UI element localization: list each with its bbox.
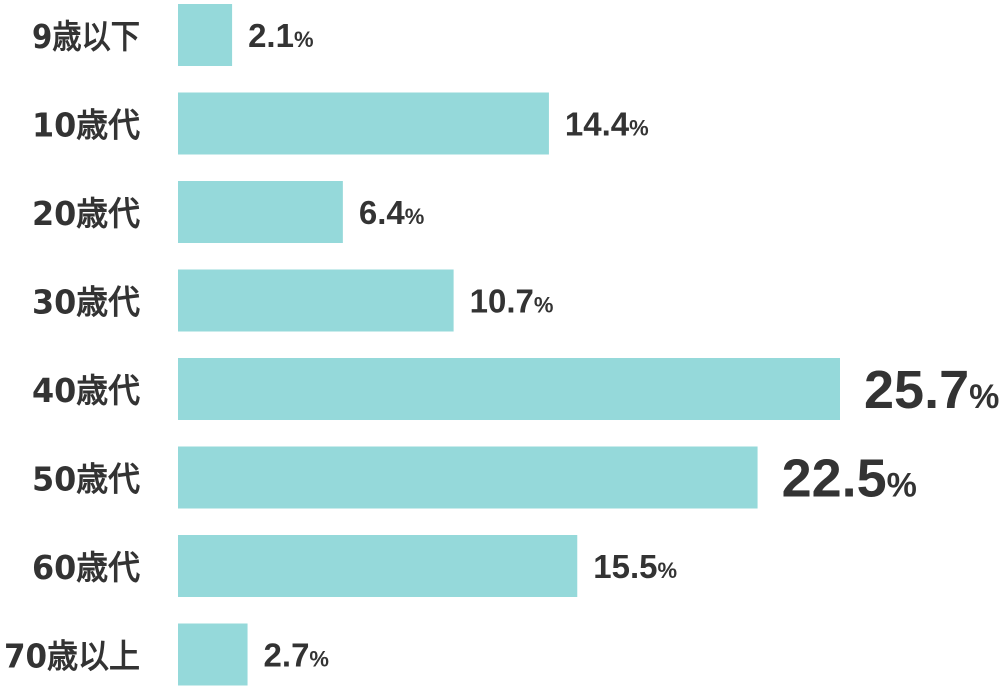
value-number: 2.7 <box>264 637 310 674</box>
bar-6 <box>178 446 758 509</box>
category-label: 50歳代 <box>32 460 140 499</box>
value-unit: % <box>405 204 425 229</box>
value-label: 10.7% <box>470 283 554 320</box>
value-number: 15.5 <box>593 548 657 585</box>
value-number: 22.5 <box>782 449 887 509</box>
category-label: 60歳代 <box>32 548 140 587</box>
bar-1 <box>178 4 233 66</box>
category-label: 20歳代 <box>32 194 140 233</box>
bar-7 <box>178 535 578 597</box>
bar-8 <box>178 623 248 686</box>
value-label: 2.7% <box>264 637 329 674</box>
value-number: 14.4 <box>565 106 630 143</box>
category-label: 9歳以下 <box>32 17 140 56</box>
value-label: 22.5% <box>782 449 917 509</box>
value-number: 6.4 <box>359 194 406 231</box>
category-label: 10歳代 <box>32 106 140 145</box>
category-label: 70歳以上 <box>4 637 140 676</box>
value-label: 15.5% <box>593 548 677 585</box>
value-label: 2.1% <box>248 17 313 54</box>
bar-3 <box>178 181 343 243</box>
category-label: 30歳代 <box>32 283 140 322</box>
value-unit: % <box>969 378 999 416</box>
bars-group <box>178 4 840 686</box>
category-label: 40歳代 <box>32 371 140 410</box>
bar-4 <box>178 269 454 332</box>
value-unit: % <box>657 558 677 583</box>
value-number: 2.1 <box>248 17 294 54</box>
value-unit: % <box>309 647 329 672</box>
value-number: 25.7 <box>864 360 969 420</box>
value-number: 10.7 <box>470 283 534 320</box>
value-label: 25.7% <box>864 360 999 420</box>
value-label: 6.4% <box>359 194 424 231</box>
category-labels-group: 9歳以下 10歳代 20歳代 30歳代 40歳代 50歳代 60歳代 70歳以上 <box>4 17 140 676</box>
bar-2 <box>178 92 549 155</box>
value-label: 14.4% <box>565 106 649 143</box>
value-unit: % <box>629 116 649 141</box>
bar-5 <box>178 358 840 420</box>
value-labels-group: 2.1%14.4%6.4%10.7%25.7%22.5%15.5%2.7% <box>248 17 999 674</box>
value-unit: % <box>887 467 917 505</box>
value-unit: % <box>534 293 554 318</box>
value-unit: % <box>294 27 314 52</box>
